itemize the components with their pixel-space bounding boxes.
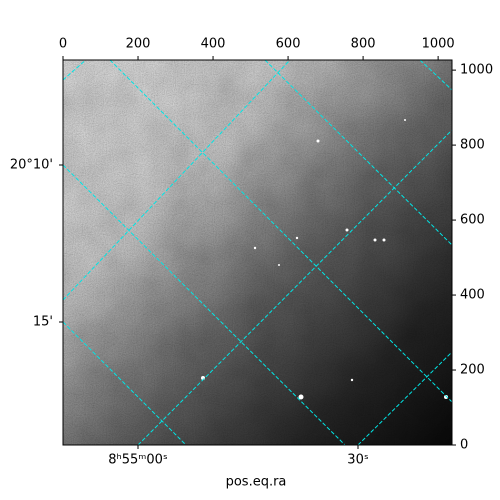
coordinate-grid — [63, 60, 452, 445]
plot-frame — [62, 59, 453, 446]
y-tick-label: 200 — [460, 363, 485, 378]
x-axis-label: pos.eq.ra — [226, 475, 287, 490]
ra-tick-label: 30ˢ — [347, 453, 369, 468]
y-tick-label: 1000 — [460, 63, 493, 78]
y-tick-label: 600 — [460, 213, 485, 228]
y-tick-label: 0 — [460, 438, 468, 453]
y-tick-label: 400 — [460, 288, 485, 303]
dec-tick-label: 15' — [33, 315, 53, 330]
ra-tick-label: 8ʰ55ᵐ00ˢ — [108, 453, 168, 468]
stars — [201, 119, 448, 400]
x-tick-label: 1000 — [422, 37, 455, 52]
x-tick-label: 600 — [276, 37, 301, 52]
x-tick-label: 400 — [201, 37, 226, 52]
sky-image — [63, 60, 452, 445]
x-tick-label: 800 — [351, 37, 376, 52]
x-tick-label: 0 — [59, 37, 67, 52]
y-tick-label: 800 — [460, 138, 485, 153]
dec-tick-label: 20°10' — [10, 158, 53, 173]
x-tick-label: 200 — [126, 37, 151, 52]
